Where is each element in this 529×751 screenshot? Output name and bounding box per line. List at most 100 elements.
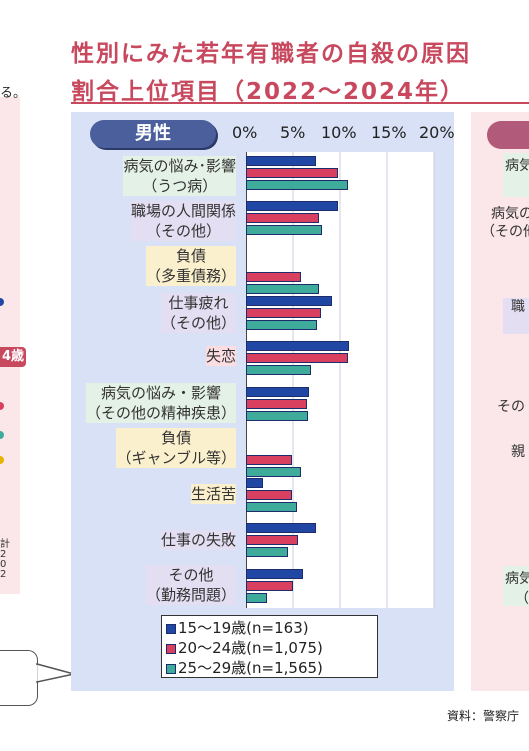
category-label-highlight bbox=[190, 484, 236, 504]
category-label-line: （その他の精神疾患） bbox=[85, 404, 236, 422]
bar-25-29 bbox=[246, 284, 319, 294]
legend-swatch-25-29 bbox=[166, 663, 176, 674]
bar-15-19 bbox=[246, 201, 338, 211]
category-label: 病気の悩み・影響 （その他の精神疾患） bbox=[85, 383, 236, 423]
category-label-highlight bbox=[145, 565, 236, 605]
x-tick-label: 5% bbox=[280, 123, 306, 142]
female-fragment-label: 親 bbox=[511, 444, 525, 460]
female-fragment-label: 病気 bbox=[505, 571, 529, 587]
bar-20-24 bbox=[246, 353, 348, 363]
legend-swatch-20-24 bbox=[166, 643, 176, 654]
legend-item-20-24: 20～24歳(n=1,075) bbox=[166, 638, 377, 658]
bar-20-24 bbox=[246, 490, 292, 500]
category-label: 病気の悩み･影響 （うつ病） bbox=[123, 156, 236, 196]
x-tick-label: 0% bbox=[232, 123, 258, 142]
bar-15-19 bbox=[246, 156, 316, 166]
left-dot-blue bbox=[0, 298, 4, 306]
category-label-line: （うつ病） bbox=[142, 177, 218, 195]
category-label-line: 仕事の失敗 bbox=[160, 531, 236, 549]
bar-20-24 bbox=[246, 213, 319, 223]
category-label-line: 職場の人間関係 bbox=[130, 202, 236, 220]
category-label-line: 生活苦 bbox=[190, 485, 236, 503]
bar-25-29 bbox=[246, 320, 317, 330]
male-label: 男性 bbox=[90, 120, 216, 148]
bar-25-29 bbox=[246, 365, 311, 375]
bar-20-24 bbox=[246, 272, 301, 282]
age-badge-fragment: 4歳 bbox=[0, 347, 26, 367]
category-label-line: 負債 bbox=[175, 247, 206, 265]
legend-item-25-29: 25～29歳(n=1,565) bbox=[166, 658, 377, 678]
x-tick-label: 10% bbox=[321, 123, 357, 142]
category-label: その他 （勤務問題） bbox=[145, 565, 236, 605]
category-label: 負債 （ギャンブル等） bbox=[116, 428, 236, 468]
category-label-highlight bbox=[85, 383, 236, 423]
category-label-highlight bbox=[123, 156, 236, 196]
bar-25-29 bbox=[246, 180, 348, 190]
category-label-line: その他 bbox=[168, 566, 214, 584]
left-panel-fragment bbox=[0, 97, 20, 594]
female-label-bg-1 bbox=[503, 153, 529, 197]
category-label: 仕事の失敗 bbox=[160, 530, 236, 550]
bar-25-29 bbox=[246, 467, 301, 477]
left-dot-teal bbox=[0, 431, 4, 439]
category-label-line: 失恋 bbox=[205, 347, 236, 365]
category-label-line: （その他） bbox=[145, 222, 221, 240]
category-label-line: 負債 bbox=[161, 429, 192, 447]
bar-15-19 bbox=[246, 569, 303, 579]
x-tick-label: 15% bbox=[371, 123, 407, 142]
category-label-line: 仕事疲れ bbox=[168, 294, 229, 312]
bar-20-24 bbox=[246, 455, 292, 465]
category-label: 生活苦 bbox=[190, 484, 236, 504]
bar-20-24 bbox=[246, 581, 293, 591]
category-label-line: （多重債務） bbox=[145, 267, 236, 285]
category-label: 職場の人間関係 （その他） bbox=[130, 201, 236, 241]
chart-title-line2: 割合上位項目（2022〜2024年） bbox=[71, 79, 466, 105]
category-label: 負債 （多重債務） bbox=[145, 246, 236, 286]
legend-label-20-24: 20～24歳(n=1,075) bbox=[178, 639, 323, 657]
category-label-line: 病気の悩み・影響 bbox=[100, 384, 221, 402]
category-label-highlight bbox=[145, 246, 236, 286]
left-dot-red bbox=[0, 402, 4, 410]
bar-25-29 bbox=[246, 547, 288, 557]
left-fragment-text: る。 bbox=[0, 86, 27, 101]
bar-20-24 bbox=[246, 168, 338, 178]
title-underline bbox=[71, 102, 529, 104]
category-label-line: （その他） bbox=[160, 314, 236, 332]
category-label-highlight bbox=[116, 428, 236, 468]
female-fragment-label: その bbox=[497, 399, 525, 415]
category-label-line: 病気の悩み･影響 bbox=[123, 157, 236, 175]
female-label-bg-5 bbox=[503, 298, 529, 334]
bar-20-24 bbox=[246, 399, 307, 409]
female-label-pill bbox=[487, 121, 529, 149]
legend-label-25-29: 25～29歳(n=1,565) bbox=[178, 659, 323, 677]
bar-25-29 bbox=[246, 411, 308, 421]
female-fragment-label: （その他 bbox=[481, 224, 529, 240]
x-tick-label: 20% bbox=[419, 123, 455, 142]
bar-15-19 bbox=[246, 523, 316, 533]
legend-swatch-15-19 bbox=[166, 623, 176, 634]
bar-20-24 bbox=[246, 308, 321, 318]
female-fragment-label: 病気の bbox=[491, 206, 529, 222]
bar-15-19 bbox=[246, 387, 309, 397]
category-label-highlight bbox=[130, 201, 236, 241]
bar-15-19 bbox=[246, 478, 263, 488]
speech-bubble bbox=[0, 650, 38, 706]
source-note: 資料：警察庁 bbox=[447, 709, 520, 723]
bar-25-29 bbox=[246, 225, 322, 235]
female-fragment-label: 職 bbox=[511, 299, 525, 315]
chart-title-line1: 性別にみた若年有職者の自殺の原因 bbox=[71, 41, 471, 67]
bar-25-29 bbox=[246, 502, 297, 512]
legend-item-15-19: 15～19歳(n=163) bbox=[166, 618, 377, 638]
bar-25-29 bbox=[246, 593, 267, 603]
category-label-line: （ギャンブル等） bbox=[116, 449, 236, 467]
legend-label-15-19: 15～19歳(n=163) bbox=[178, 619, 309, 637]
female-fragment-label: （ bbox=[515, 591, 529, 607]
bar-15-19 bbox=[246, 296, 332, 306]
bar-20-24 bbox=[246, 535, 298, 545]
category-label-highlight bbox=[205, 346, 236, 366]
left-dot-yellow bbox=[0, 456, 4, 464]
legend: 15～19歳(n=163) 20～24歳(n=1,075) 25～29歳(n=1… bbox=[161, 615, 378, 678]
category-label: 仕事疲れ （その他） bbox=[160, 293, 236, 333]
category-label-line: （勤務問題） bbox=[145, 586, 236, 604]
bar-15-19 bbox=[246, 341, 349, 351]
